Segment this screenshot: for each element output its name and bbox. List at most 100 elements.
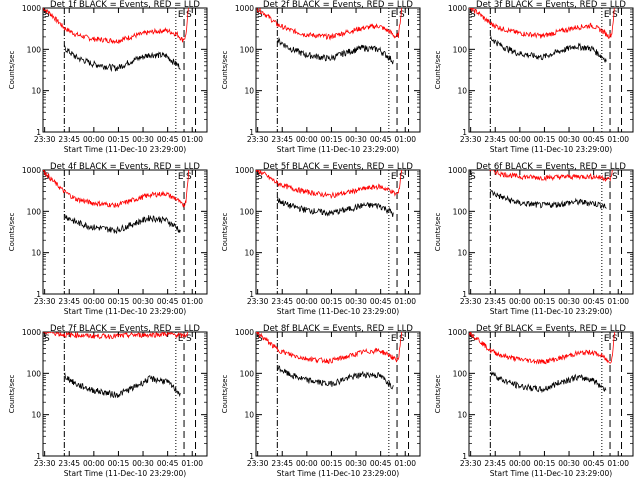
chart-title: Det 6f BLACK = Events, RED = LLD — [476, 162, 626, 172]
x-tick-label: 00:30 — [345, 459, 367, 468]
marker-e: E — [391, 334, 397, 344]
marker-e: E — [178, 334, 184, 344]
marker-s-end: S — [612, 334, 618, 344]
y-axis-label: Counts/sec — [8, 213, 16, 252]
panel-det-5: Det 5f BLACK = Events, RED = LLD Counts/s… — [221, 162, 421, 316]
plot-frame — [42, 7, 208, 133]
y-tick-label: 10 — [244, 87, 254, 96]
x-axis-label: Start Time (11-Dec-10 23:29:00) — [490, 469, 612, 478]
marker-s-end: S — [186, 334, 192, 344]
x-tick-label: 23:30 — [460, 135, 482, 144]
y-tick-label: 1000 — [448, 4, 467, 13]
x-axis-label: Start Time (11-Dec-10 23:29:00) — [64, 469, 186, 478]
x-tick-label: 00:00 — [509, 297, 531, 306]
x-tick-label: 00:45 — [583, 297, 605, 306]
y-tick-label: 100 — [240, 45, 255, 54]
y-tick-label: 100 — [453, 45, 468, 54]
x-axis-label: Start Time (11-Dec-10 23:29:00) — [277, 307, 399, 316]
marker-e: E — [391, 10, 397, 20]
series-lld-line — [43, 170, 190, 208]
y-axis-label: Counts/sec — [434, 375, 442, 414]
x-tick-label: 00:15 — [321, 135, 343, 144]
series-lld-line — [469, 332, 616, 365]
x-tick-label: 00:45 — [157, 297, 179, 306]
series-lld-line — [43, 332, 188, 340]
y-tick-label: 1000 — [22, 328, 41, 337]
marker-s-start: S — [470, 334, 476, 344]
marker-e: E — [604, 334, 610, 344]
series-events-line — [63, 44, 181, 73]
y-tick-label: 1 — [36, 290, 41, 299]
marker-s-end: S — [186, 10, 192, 20]
x-axis-label: Start Time (11-Dec-10 23:29:00) — [277, 469, 399, 478]
panel-det-1: Det 1f BLACK = Events, RED = LLD Counts/s… — [8, 0, 208, 154]
plot-frame — [42, 331, 208, 457]
x-tick-label: 00:45 — [583, 135, 605, 144]
series-events-line — [63, 372, 181, 399]
y-axis-label: Counts/sec — [221, 375, 229, 414]
x-tick-label: 01:00 — [607, 459, 629, 468]
x-tick-label: 00:30 — [558, 459, 580, 468]
x-tick-label: 00:45 — [157, 459, 179, 468]
y-tick-label: 10 — [457, 249, 467, 258]
x-tick-label: 00:30 — [132, 297, 154, 306]
series-events-line — [276, 365, 394, 390]
marker-s-start: S — [257, 172, 263, 182]
y-tick-label: 1 — [36, 452, 41, 461]
plot-frame — [468, 7, 634, 133]
series-events-line — [489, 370, 607, 394]
plot-frame — [468, 169, 634, 295]
x-tick-label: 00:15 — [534, 297, 556, 306]
x-tick-label: 00:45 — [370, 459, 392, 468]
x-tick-label: 00:30 — [558, 297, 580, 306]
x-tick-label: 01:00 — [394, 459, 416, 468]
panel-det-4: Det 4f BLACK = Events, RED = LLD Counts/s… — [8, 162, 208, 316]
y-tick-label: 1000 — [235, 4, 254, 13]
marker-s-start: S — [470, 10, 476, 20]
panel-det-9: Det 9f BLACK = Events, RED = LLD Counts/s… — [434, 324, 634, 478]
series-events-line — [64, 213, 181, 234]
x-axis-label: Start Time (11-Dec-10 23:29:00) — [64, 145, 186, 154]
x-tick-label: 23:30 — [460, 459, 482, 468]
x-tick-label: 00:15 — [534, 459, 556, 468]
marker-s-start: S — [44, 334, 50, 344]
x-tick-label: 01:00 — [181, 297, 203, 306]
series-lld-line — [256, 170, 403, 199]
x-tick-label: 00:00 — [509, 459, 531, 468]
y-axis-label: Counts/sec — [8, 51, 16, 90]
x-tick-label: 01:00 — [181, 135, 203, 144]
series-events-line — [489, 35, 607, 63]
y-tick-label: 1 — [249, 290, 254, 299]
y-axis-label: Counts/sec — [434, 51, 442, 90]
x-tick-label: 23:30 — [34, 297, 56, 306]
series-lld-line — [488, 170, 613, 183]
y-tick-label: 1 — [249, 452, 254, 461]
marker-s-end: S — [612, 10, 618, 20]
x-tick-label: 23:30 — [34, 135, 56, 144]
plot-frame — [42, 169, 208, 295]
marker-s-start: S — [470, 172, 476, 182]
x-tick-label: 23:45 — [58, 459, 80, 468]
panel-det-8: Det 8f BLACK = Events, RED = LLD Counts/s… — [221, 324, 421, 478]
panel-det-7: Det 7f BLACK = Events, RED = LLD Counts/s… — [8, 324, 208, 478]
series-lld-line — [256, 8, 403, 41]
plot-frame — [468, 331, 634, 457]
y-tick-label: 1 — [462, 452, 467, 461]
panel-det-6: Det 6f BLACK = Events, RED = LLD Counts/s… — [434, 162, 634, 316]
chart-title: Det 1f BLACK = Events, RED = LLD — [50, 0, 200, 10]
y-tick-label: 100 — [27, 45, 42, 54]
y-tick-label: 100 — [240, 207, 255, 216]
y-axis-label: Counts/sec — [221, 213, 229, 252]
marker-s-end: S — [399, 10, 405, 20]
y-tick-label: 10 — [31, 411, 41, 420]
series-events-line — [489, 189, 607, 210]
x-tick-label: 00:30 — [345, 135, 367, 144]
x-tick-label: 00:45 — [583, 459, 605, 468]
marker-s-start: S — [44, 10, 50, 20]
chart-title: Det 2f BLACK = Events, RED = LLD — [263, 0, 413, 10]
x-tick-label: 23:45 — [271, 297, 293, 306]
x-tick-label: 00:45 — [370, 135, 392, 144]
x-tick-label: 23:45 — [484, 297, 506, 306]
x-tick-label: 00:15 — [321, 297, 343, 306]
x-tick-label: 00:45 — [370, 297, 392, 306]
